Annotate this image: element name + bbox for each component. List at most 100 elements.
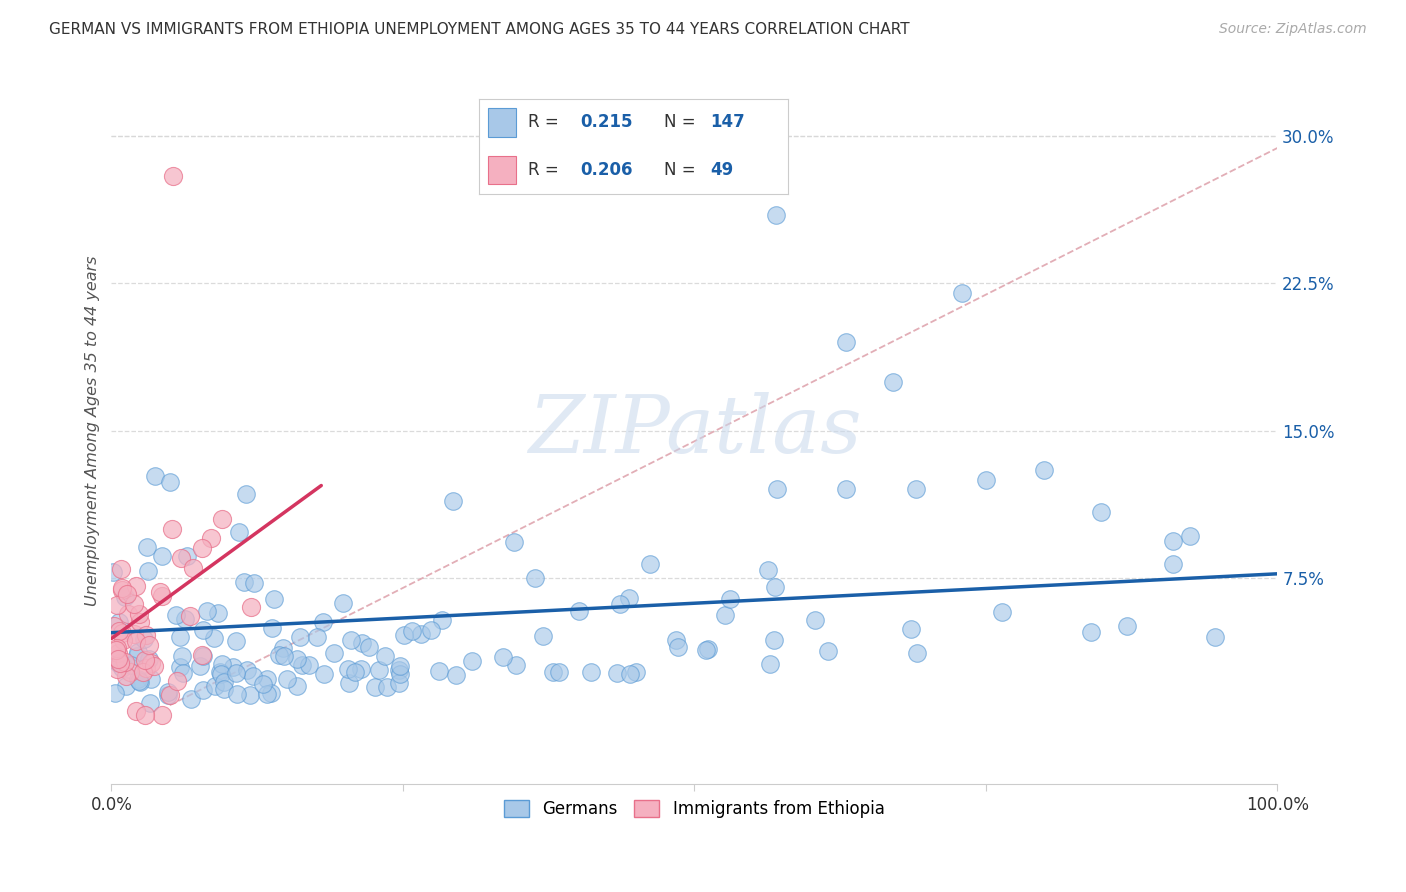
Point (368, 663, 391, 677)
Point (305, 630, 328, 644)
Point (718, 591, 741, 606)
Point (207, 606, 229, 620)
Point (375, 680, 398, 694)
Point (170, 551, 193, 566)
Point (105, 641, 128, 656)
Point (108, 615, 131, 630)
Point (103, 619, 125, 633)
Point (208, 665, 231, 679)
Point (174, 612, 197, 626)
Point (817, 643, 839, 657)
Point (108, 624, 131, 639)
Point (225, 666, 247, 681)
Point (138, 638, 160, 652)
Point (364, 680, 387, 694)
Point (209, 666, 232, 681)
Point (606, 665, 628, 680)
Point (411, 627, 433, 641)
Point (766, 482, 789, 496)
Point (222, 660, 245, 674)
Point (169, 660, 191, 674)
Point (136, 564, 159, 578)
Point (117, 607, 139, 622)
Point (505, 658, 527, 673)
Point (110, 656, 132, 670)
Text: GERMAN VS IMMIGRANTS FROM ETHIOPIA UNEMPLOYMENT AMONG AGES 35 TO 44 YEARS CORREL: GERMAN VS IMMIGRANTS FROM ETHIOPIA UNEMP… (49, 22, 910, 37)
Point (111, 626, 134, 640)
Point (666, 640, 689, 655)
Point (149, 585, 172, 599)
Point (503, 534, 526, 549)
Point (110, 562, 132, 576)
Point (763, 580, 786, 594)
Point (269, 648, 291, 662)
Point (461, 654, 484, 668)
Point (260, 621, 283, 635)
Point (107, 662, 129, 676)
Point (298, 658, 321, 673)
Point (114, 669, 136, 683)
Point (159, 475, 181, 490)
Point (127, 645, 149, 659)
Point (609, 598, 631, 612)
Point (444, 668, 467, 682)
Point (273, 648, 295, 663)
Point (127, 648, 149, 663)
Point (340, 633, 363, 648)
Point (135, 540, 157, 554)
Point (162, 169, 184, 183)
Point (617, 591, 640, 606)
Point (125, 704, 148, 718)
Point (343, 665, 366, 679)
Point (211, 657, 233, 671)
Point (139, 657, 162, 671)
Point (143, 469, 166, 483)
Point (235, 487, 257, 501)
Point (212, 675, 235, 690)
Point (523, 571, 546, 585)
Point (312, 666, 335, 681)
Point (107, 657, 129, 671)
Point (135, 628, 157, 642)
Point (125, 634, 148, 648)
Point (388, 663, 411, 677)
Legend: Germans, Immigrants from Ethiopia: Germans, Immigrants from Ethiopia (498, 793, 891, 825)
Point (101, 565, 124, 579)
Point (581, 665, 603, 679)
Point (104, 642, 127, 657)
Point (122, 597, 145, 611)
Point (111, 583, 134, 598)
Point (619, 667, 641, 681)
Point (156, 689, 179, 703)
Point (350, 636, 373, 650)
Point (114, 655, 136, 669)
Point (429, 664, 451, 678)
Point (176, 549, 198, 563)
Point (160, 522, 183, 536)
Point (104, 686, 127, 700)
Point (882, 375, 904, 389)
Point (243, 576, 266, 591)
Point (543, 665, 565, 679)
Point (392, 628, 415, 642)
Point (974, 473, 997, 487)
Point (763, 632, 786, 647)
Point (695, 643, 717, 657)
Point (134, 708, 156, 723)
Point (127, 673, 149, 687)
Point (170, 648, 193, 663)
Point (211, 512, 233, 526)
Point (276, 672, 298, 686)
Point (118, 665, 141, 679)
Point (128, 673, 150, 688)
Point (1178, 529, 1201, 543)
Point (835, 483, 858, 497)
Point (225, 687, 247, 701)
Point (107, 651, 129, 665)
Point (285, 680, 308, 694)
Point (150, 589, 173, 603)
Point (323, 647, 346, 661)
Point (128, 674, 150, 689)
Point (441, 494, 464, 508)
Point (388, 666, 411, 681)
